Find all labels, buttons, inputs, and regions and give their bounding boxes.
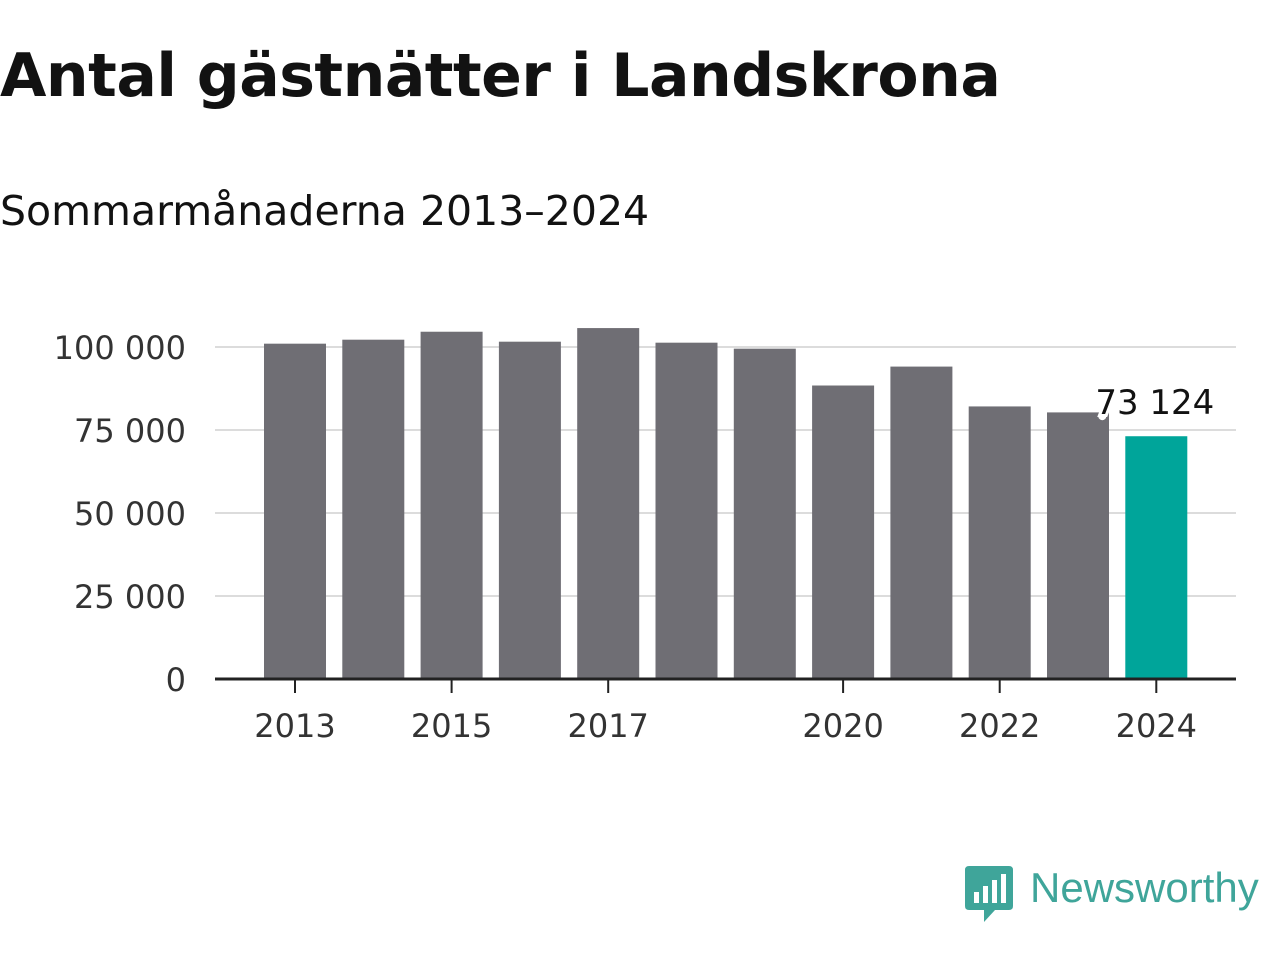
annotation-label: 73 124	[1095, 383, 1214, 423]
annotation-marker	[1098, 412, 1107, 421]
y-tick-label: 50 000	[74, 495, 186, 533]
newsworthy-logo-icon	[965, 866, 1013, 922]
y-tick-label: 100 000	[54, 329, 186, 367]
x-tick-label: 2024	[1116, 707, 1197, 745]
newsworthy-logo: Newsworthy	[962, 862, 1259, 926]
bar-2024	[1125, 436, 1188, 679]
bar-2017	[577, 328, 640, 679]
chart-title: Antal gästnätter i Landskrona	[0, 41, 1001, 111]
y-tick-label: 75 000	[74, 412, 186, 450]
y-axis-labels: 0 25 000 50 000 75 000 100 000	[54, 329, 186, 699]
bar-2022	[968, 406, 1031, 679]
bar-2021	[890, 366, 953, 679]
bars	[264, 328, 1188, 679]
bar-2015	[420, 331, 483, 679]
x-tick-label: 2015	[411, 707, 492, 745]
x-axis-ticks: 2013 2015 2017 2020 2022 2024	[254, 679, 1197, 745]
bar-2023	[1047, 412, 1109, 679]
y-tick-label: 25 000	[74, 578, 186, 616]
bar-2020	[812, 385, 875, 679]
x-tick-label: 2022	[959, 707, 1040, 745]
y-tick-label: 0	[166, 661, 186, 699]
bar-2014	[342, 339, 405, 679]
x-tick-label: 2020	[802, 707, 883, 745]
x-tick-label: 2013	[254, 707, 335, 745]
bar-2016	[498, 341, 561, 679]
brand-name: Newsworthy	[1030, 864, 1259, 911]
annotation: 73 124	[1092, 380, 1217, 426]
chart-subtitle: Sommarmånaderna 2013–2024	[0, 187, 650, 235]
x-tick-label: 2017	[567, 707, 648, 745]
bar-2019	[733, 348, 796, 679]
bar-2018	[655, 342, 718, 679]
bar-2013	[264, 343, 326, 679]
